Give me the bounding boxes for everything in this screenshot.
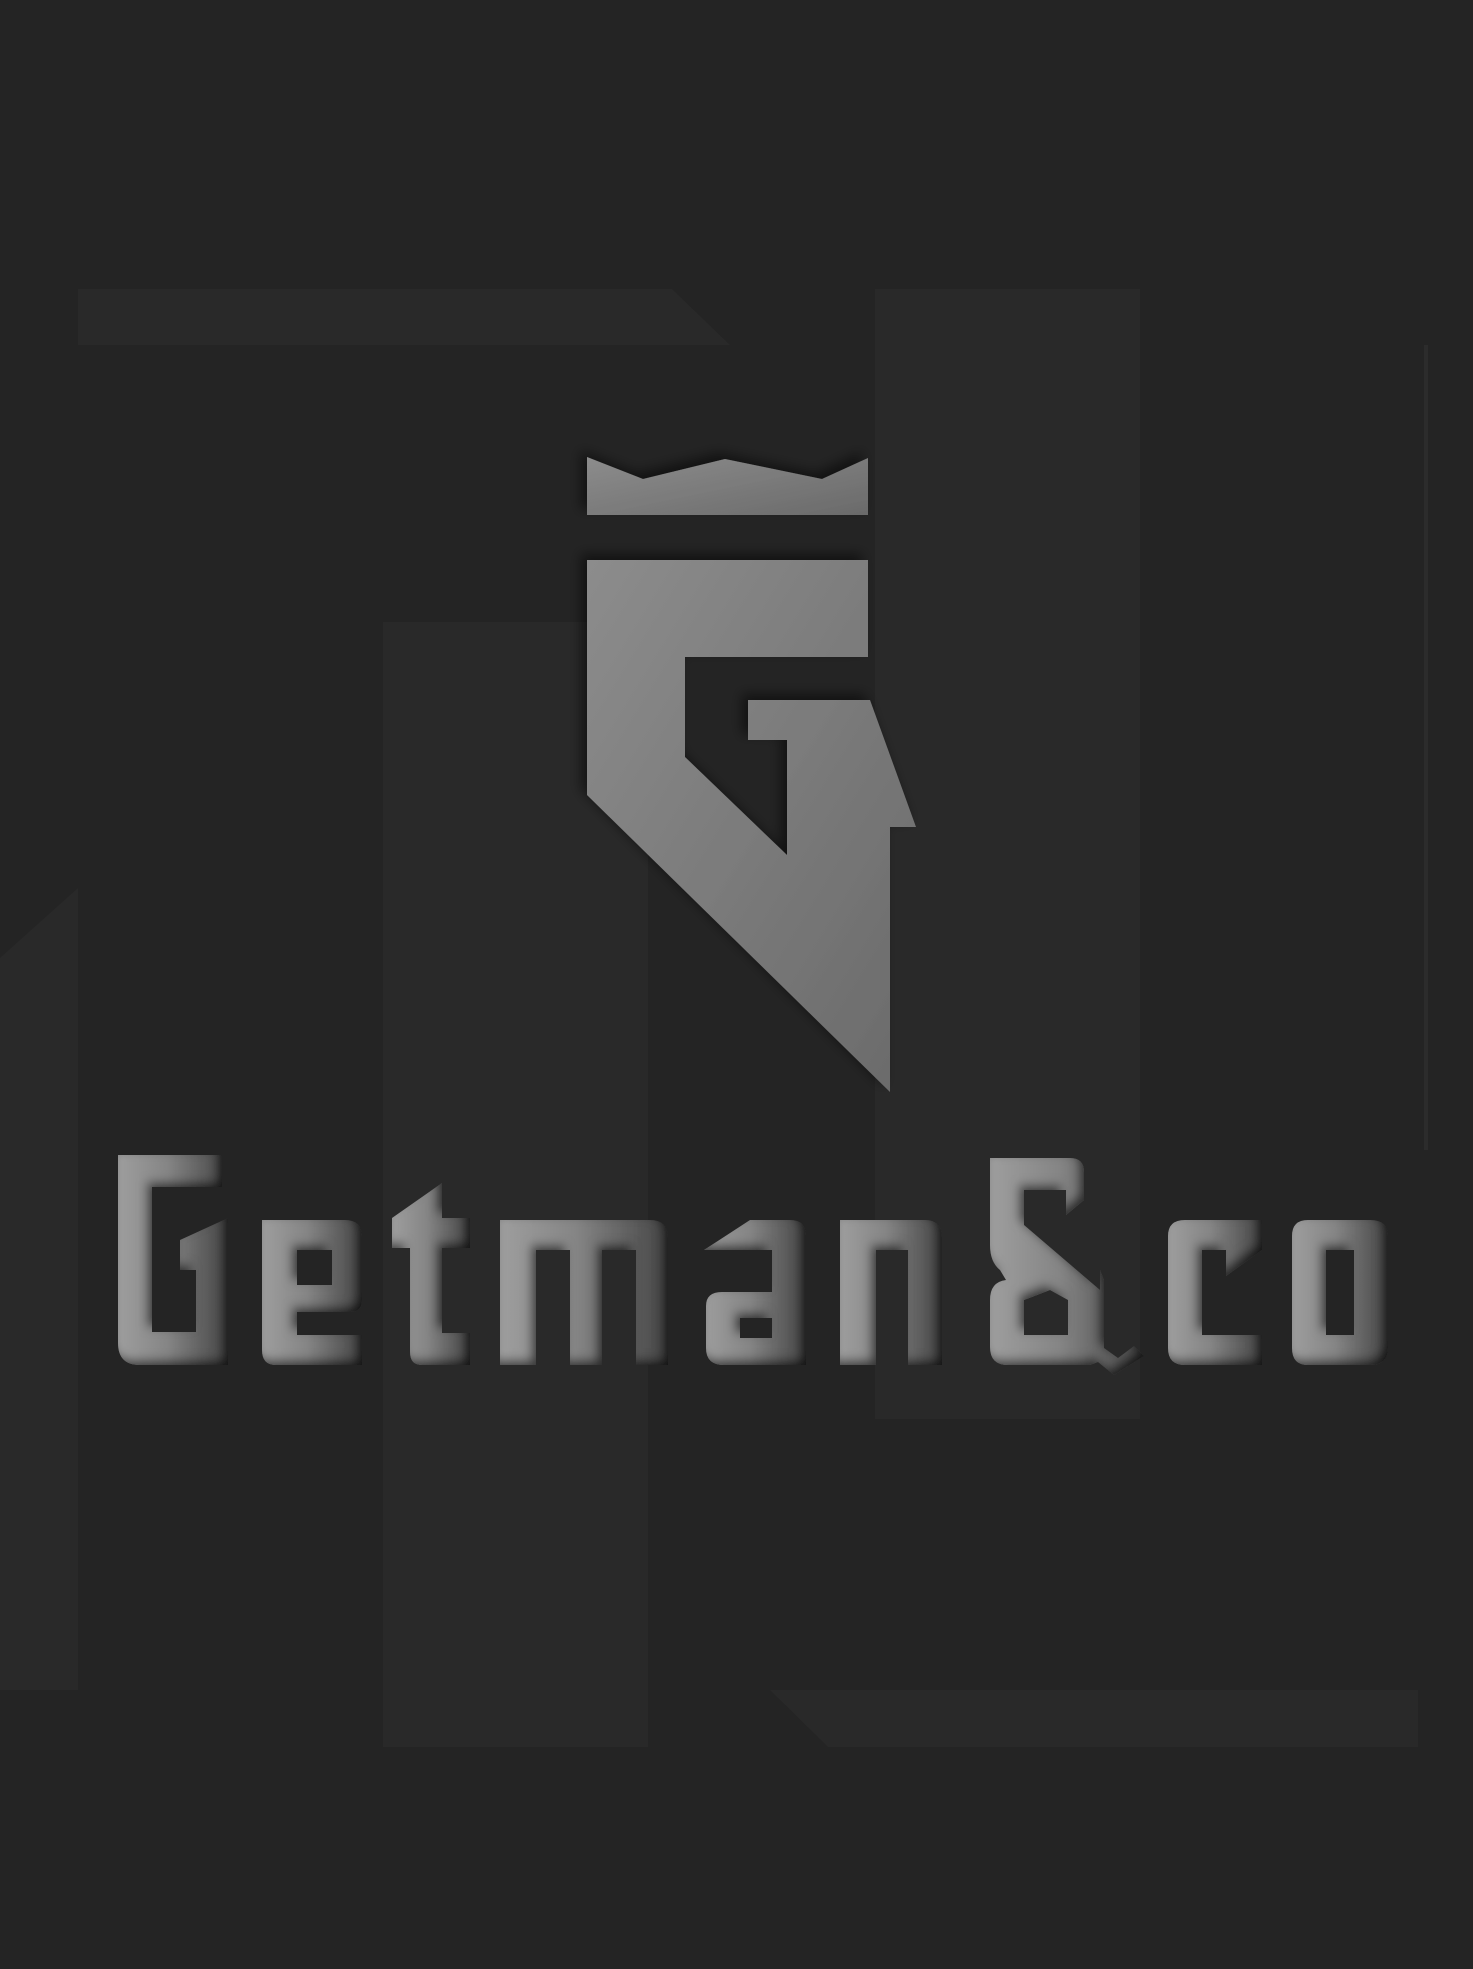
crowned-g-monogram-icon [587, 457, 916, 1092]
wordmark-letter-c [1168, 1220, 1262, 1365]
g-letter-shape [587, 560, 916, 1092]
crown-shape [587, 457, 868, 515]
wordmark-letter-e [262, 1220, 362, 1365]
bg-panel-top-bar [78, 289, 730, 345]
bg-panel-right-thin-strip [1424, 345, 1428, 1150]
brand-wordmark [118, 1155, 1388, 1375]
bg-panel-bottom-bar [770, 1690, 1418, 1747]
wordmark-letter-o [1292, 1220, 1388, 1365]
bg-panel-left-strip [0, 888, 78, 1690]
wordmark-letter-n [840, 1220, 942, 1365]
wordmark-letter-t [392, 1183, 470, 1365]
wordmark-letter-g [118, 1155, 228, 1365]
wordmark-letter-m [500, 1220, 668, 1365]
wordmark-letter-a [704, 1220, 806, 1365]
wordmark-letter-ampersand [990, 1158, 1144, 1375]
